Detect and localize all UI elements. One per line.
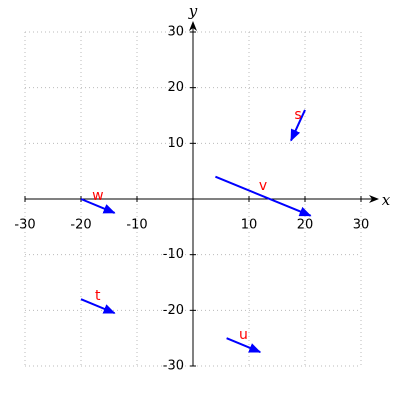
vector-arrow [290,109,306,142]
y-tick-label: -30 [163,359,184,374]
x-axis-label: x [382,191,391,209]
vector-label: u [239,327,248,343]
vector-label: v [259,178,267,194]
x-tick-label: -20 [70,218,91,233]
vector-label: s [294,107,301,123]
vector-arrow [80,198,116,214]
x-tick-label: 30 [353,218,370,233]
vector-arrow [226,337,262,354]
y-tick-label: 10 [167,136,184,151]
y-tick-label: -10 [163,247,184,262]
x-tick-label: -10 [126,218,147,233]
x-tick-label: 20 [297,218,314,233]
vector-arrow [80,298,116,315]
x-tick-label: 10 [241,218,258,233]
vector-arrow [215,175,312,217]
x-tick-label: -30 [14,218,35,233]
y-tick-label: 30 [167,25,184,40]
vector-label: t [95,288,101,304]
vector-label: w [92,188,103,204]
y-axis-label: y [188,2,198,20]
y-tick-label: -20 [163,303,184,318]
y-tick-label: 20 [167,80,184,95]
